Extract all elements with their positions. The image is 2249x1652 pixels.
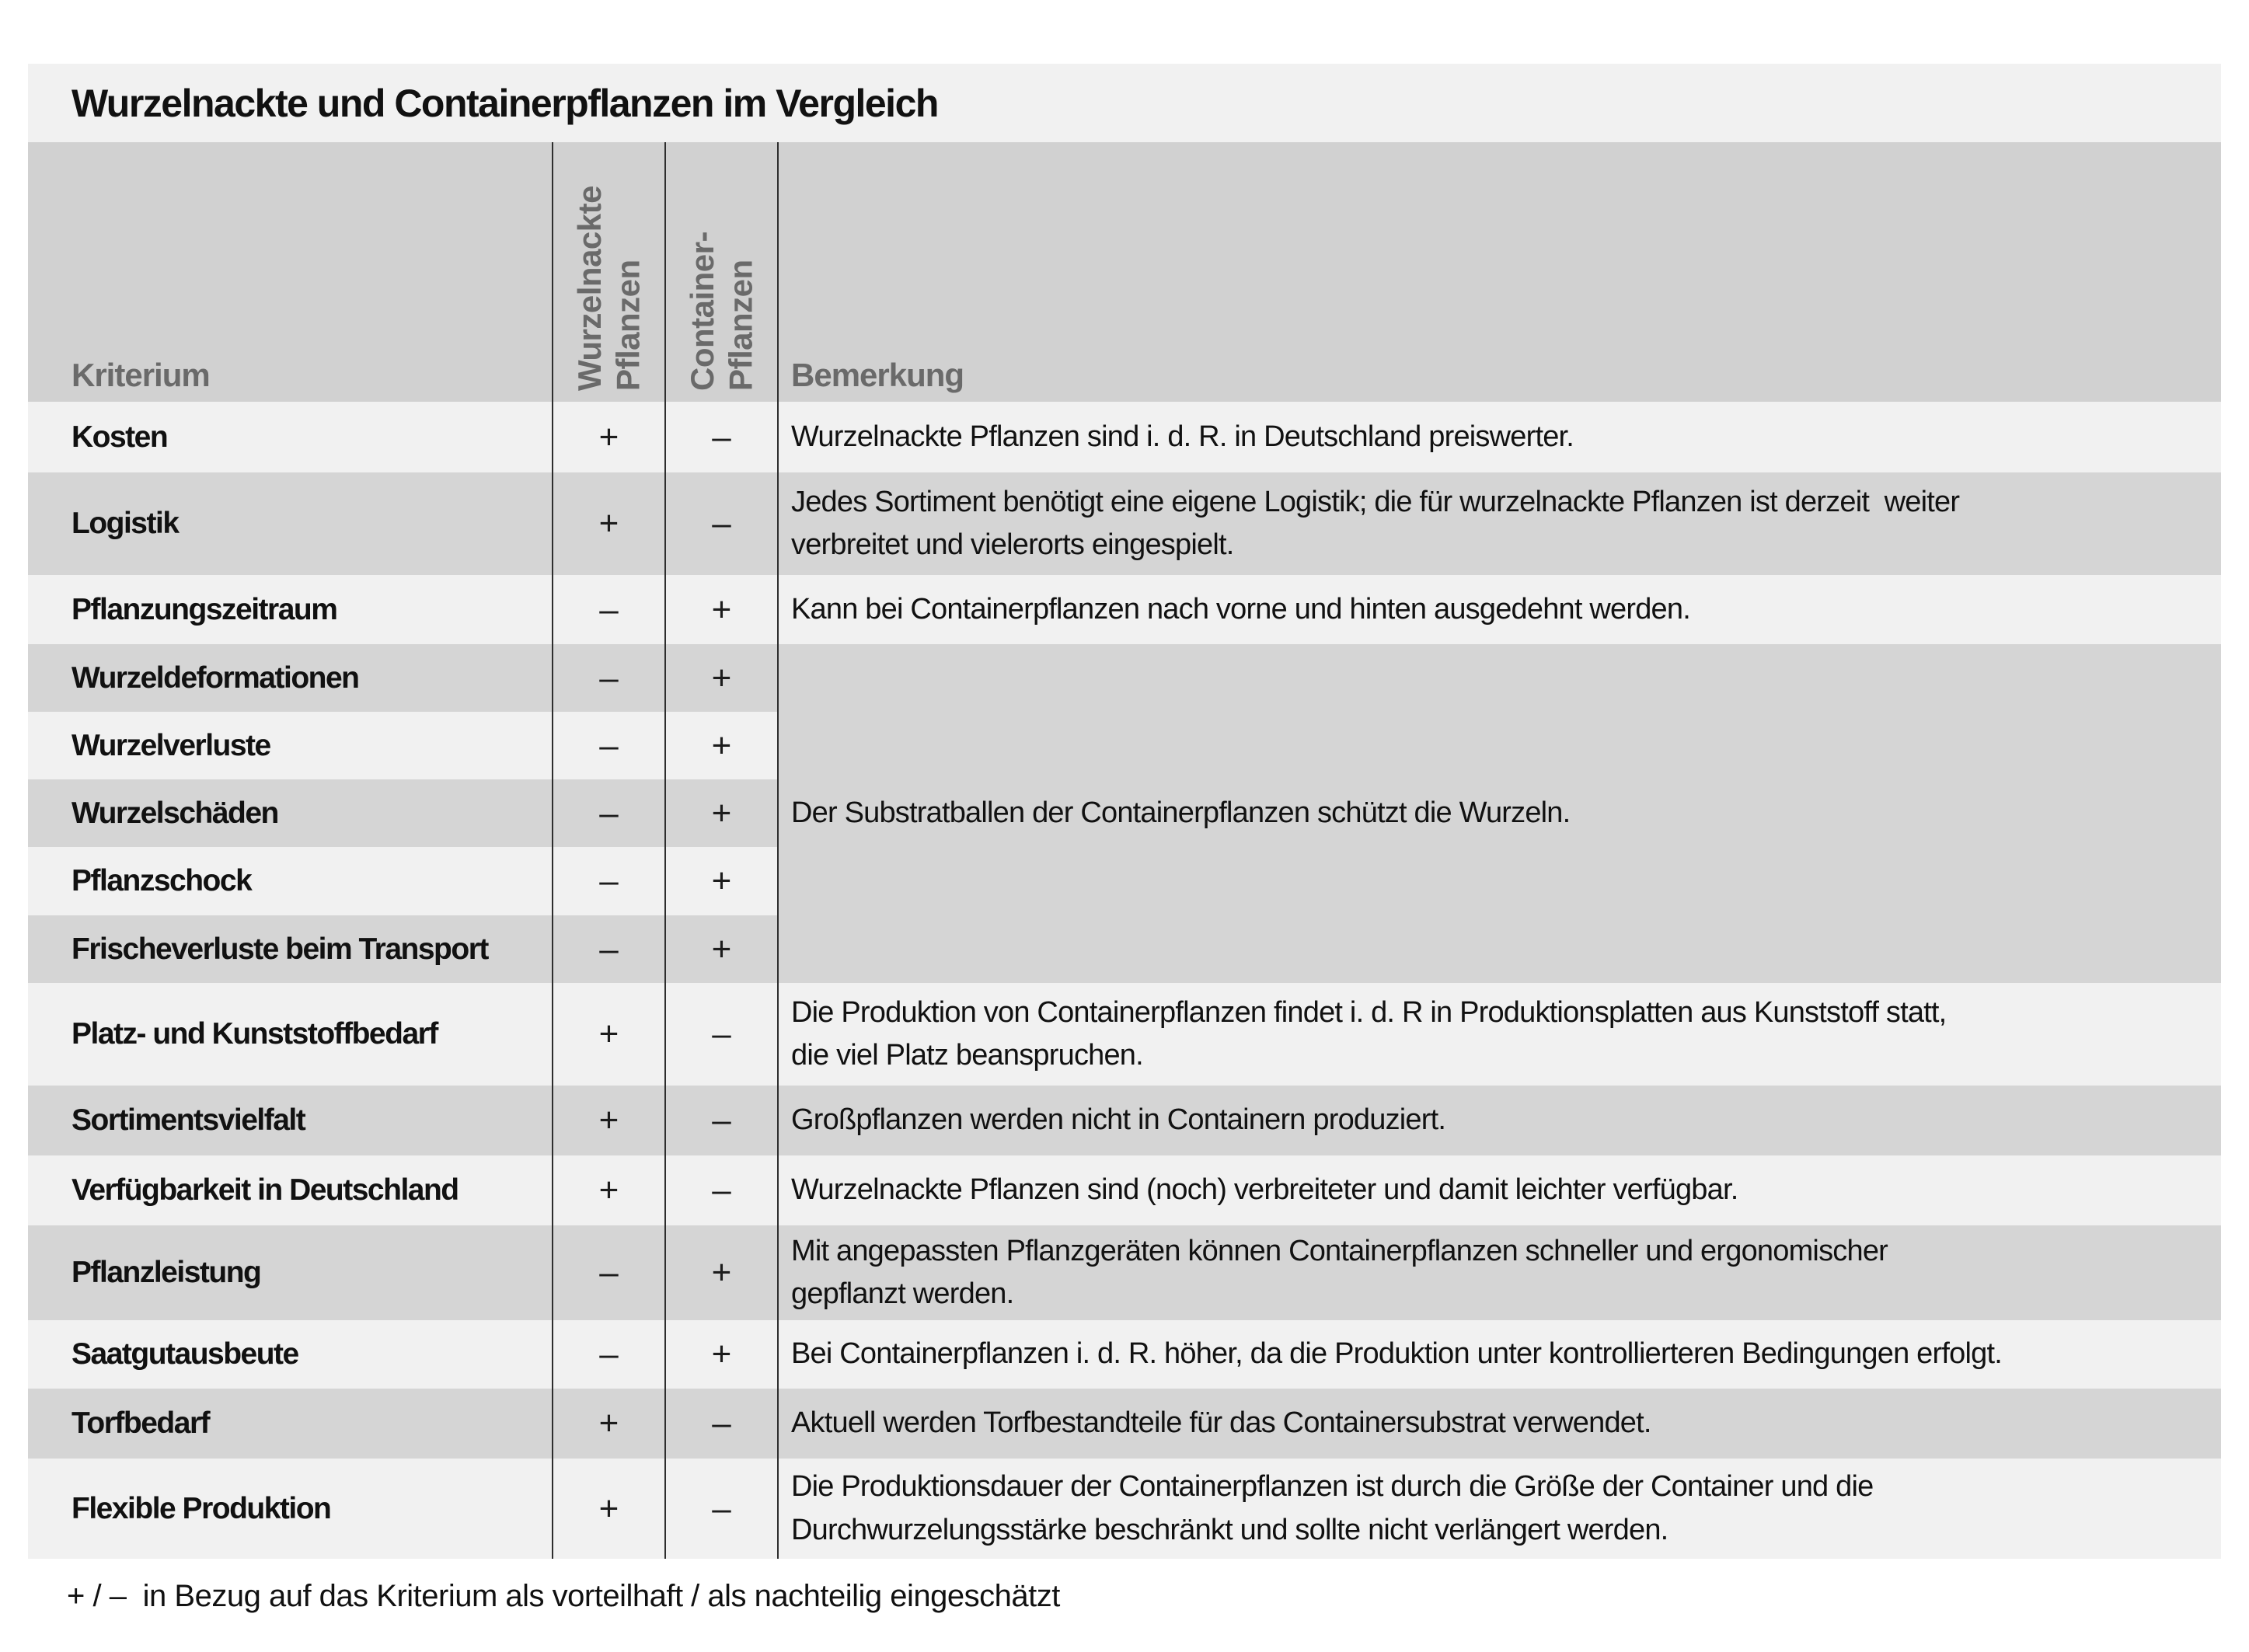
column-header-wurzelnackte-pflanzen-label: Wurzelnackte Pflanzen	[570, 186, 647, 391]
remark-cell: Wurzelnackte Pflanzen sind (noch) verbre…	[777, 1155, 2221, 1225]
title-band: Wurzelnackte und Containerpflanzen im Ve…	[28, 64, 2221, 142]
criterion-cell: Wurzeldeformationen	[28, 644, 552, 712]
criterion-cell: Torfbedarf	[28, 1389, 552, 1459]
column-header-kriterium-label: Kriterium	[71, 357, 211, 393]
rating-container-cell: +	[664, 915, 777, 983]
remark-cell: Bei Containerpflanzen i. d. R. höher, da…	[777, 1320, 2221, 1389]
column-header-wurzelnackte-pflanzen: Wurzelnackte Pflanzen	[552, 142, 664, 402]
criterion-cell: Pflanzungszeitraum	[28, 575, 552, 644]
criterion-cell: Wurzelschäden	[28, 779, 552, 847]
rating-wurzelnackte-cell: +	[552, 402, 664, 472]
rating-wurzelnackte-cell: +	[552, 472, 664, 575]
rating-container-cell: –	[664, 983, 777, 1086]
rating-wurzelnackte-cell: –	[552, 644, 664, 712]
rating-container-cell: +	[664, 575, 777, 644]
remark-cell: Aktuell werden Torfbestandteile für das …	[777, 1389, 2221, 1459]
rating-container-cell: –	[664, 1459, 777, 1559]
remark-cell: Mit angepassten Pflanzgeräten können Con…	[777, 1225, 2221, 1320]
remark-cell: Großpflanzen werden nicht in Containern …	[777, 1086, 2221, 1155]
rating-container-cell: –	[664, 472, 777, 575]
criterion-cell: Saatgutausbeute	[28, 1320, 552, 1389]
column-header-container-pflanzen: Container- Pflanzen	[664, 142, 777, 402]
remark-cell: Wurzelnackte Pflanzen sind i. d. R. in D…	[777, 402, 2221, 472]
criterion-cell: Verfügbarkeit in Deutschland	[28, 1155, 552, 1225]
rating-wurzelnackte-cell: +	[552, 1459, 664, 1559]
rating-container-cell: –	[664, 402, 777, 472]
criterion-cell: Platz- und Kunststoffbedarf	[28, 983, 552, 1086]
rating-container-cell: +	[664, 1320, 777, 1389]
rating-wurzelnackte-cell: –	[552, 1320, 664, 1389]
remark-cell: Die Produktion von Containerpflanzen fin…	[777, 983, 2221, 1086]
remark-cell: Jedes Sortiment benötigt eine eigene Log…	[777, 472, 2221, 575]
rating-container-cell: +	[664, 779, 777, 847]
column-header-kriterium: Kriterium	[28, 142, 552, 402]
merged-remark-cell: Der Substratballen der Containerpflanzen…	[777, 644, 2221, 983]
rating-wurzelnackte-cell: –	[552, 1225, 664, 1320]
rating-container-cell: +	[664, 847, 777, 915]
rating-wurzelnackte-cell: +	[552, 1389, 664, 1459]
criterion-cell: Sortimentsvielfalt	[28, 1086, 552, 1155]
remark-cell: Kann bei Containerpflanzen nach vorne un…	[777, 575, 2221, 644]
page-title: Wurzelnackte und Containerpflanzen im Ve…	[71, 81, 939, 125]
rating-wurzelnackte-cell: +	[552, 983, 664, 1086]
rating-wurzelnackte-cell: +	[552, 1155, 664, 1225]
rating-wurzelnackte-cell: +	[552, 1086, 664, 1155]
footnote: + / – in Bezug auf das Kriterium als vor…	[67, 1579, 1060, 1613]
rating-wurzelnackte-cell: –	[552, 712, 664, 779]
rating-wurzelnackte-cell: –	[552, 575, 664, 644]
criterion-cell: Flexible Produktion	[28, 1459, 552, 1559]
column-header-bemerkung: Bemerkung	[777, 142, 2221, 402]
criterion-cell: Logistik	[28, 472, 552, 575]
criterion-cell: Frischeverluste beim Transport	[28, 915, 552, 983]
criterion-cell: Wurzelverluste	[28, 712, 552, 779]
remark-cell: Die Produktionsdauer der Containerpflanz…	[777, 1459, 2221, 1559]
criterion-cell: Pflanzschock	[28, 847, 552, 915]
rating-container-cell: –	[664, 1086, 777, 1155]
rating-container-cell: +	[664, 644, 777, 712]
rating-container-cell: +	[664, 712, 777, 779]
criterion-cell: Kosten	[28, 402, 552, 472]
rating-container-cell: +	[664, 1225, 777, 1320]
comparison-table-figure: Wurzelnackte und Containerpflanzen im Ve…	[28, 64, 2221, 1559]
column-header-container-pflanzen-label: Container- Pflanzen	[683, 232, 759, 391]
comparison-table: Kriterium Wurzelnackte Pflanzen Containe…	[28, 142, 2221, 1559]
rating-wurzelnackte-cell: –	[552, 847, 664, 915]
rating-container-cell: –	[664, 1155, 777, 1225]
rating-wurzelnackte-cell: –	[552, 779, 664, 847]
column-header-bemerkung-label: Bemerkung	[791, 357, 964, 393]
rating-container-cell: –	[664, 1389, 777, 1459]
criterion-cell: Pflanzleistung	[28, 1225, 552, 1320]
rating-wurzelnackte-cell: –	[552, 915, 664, 983]
